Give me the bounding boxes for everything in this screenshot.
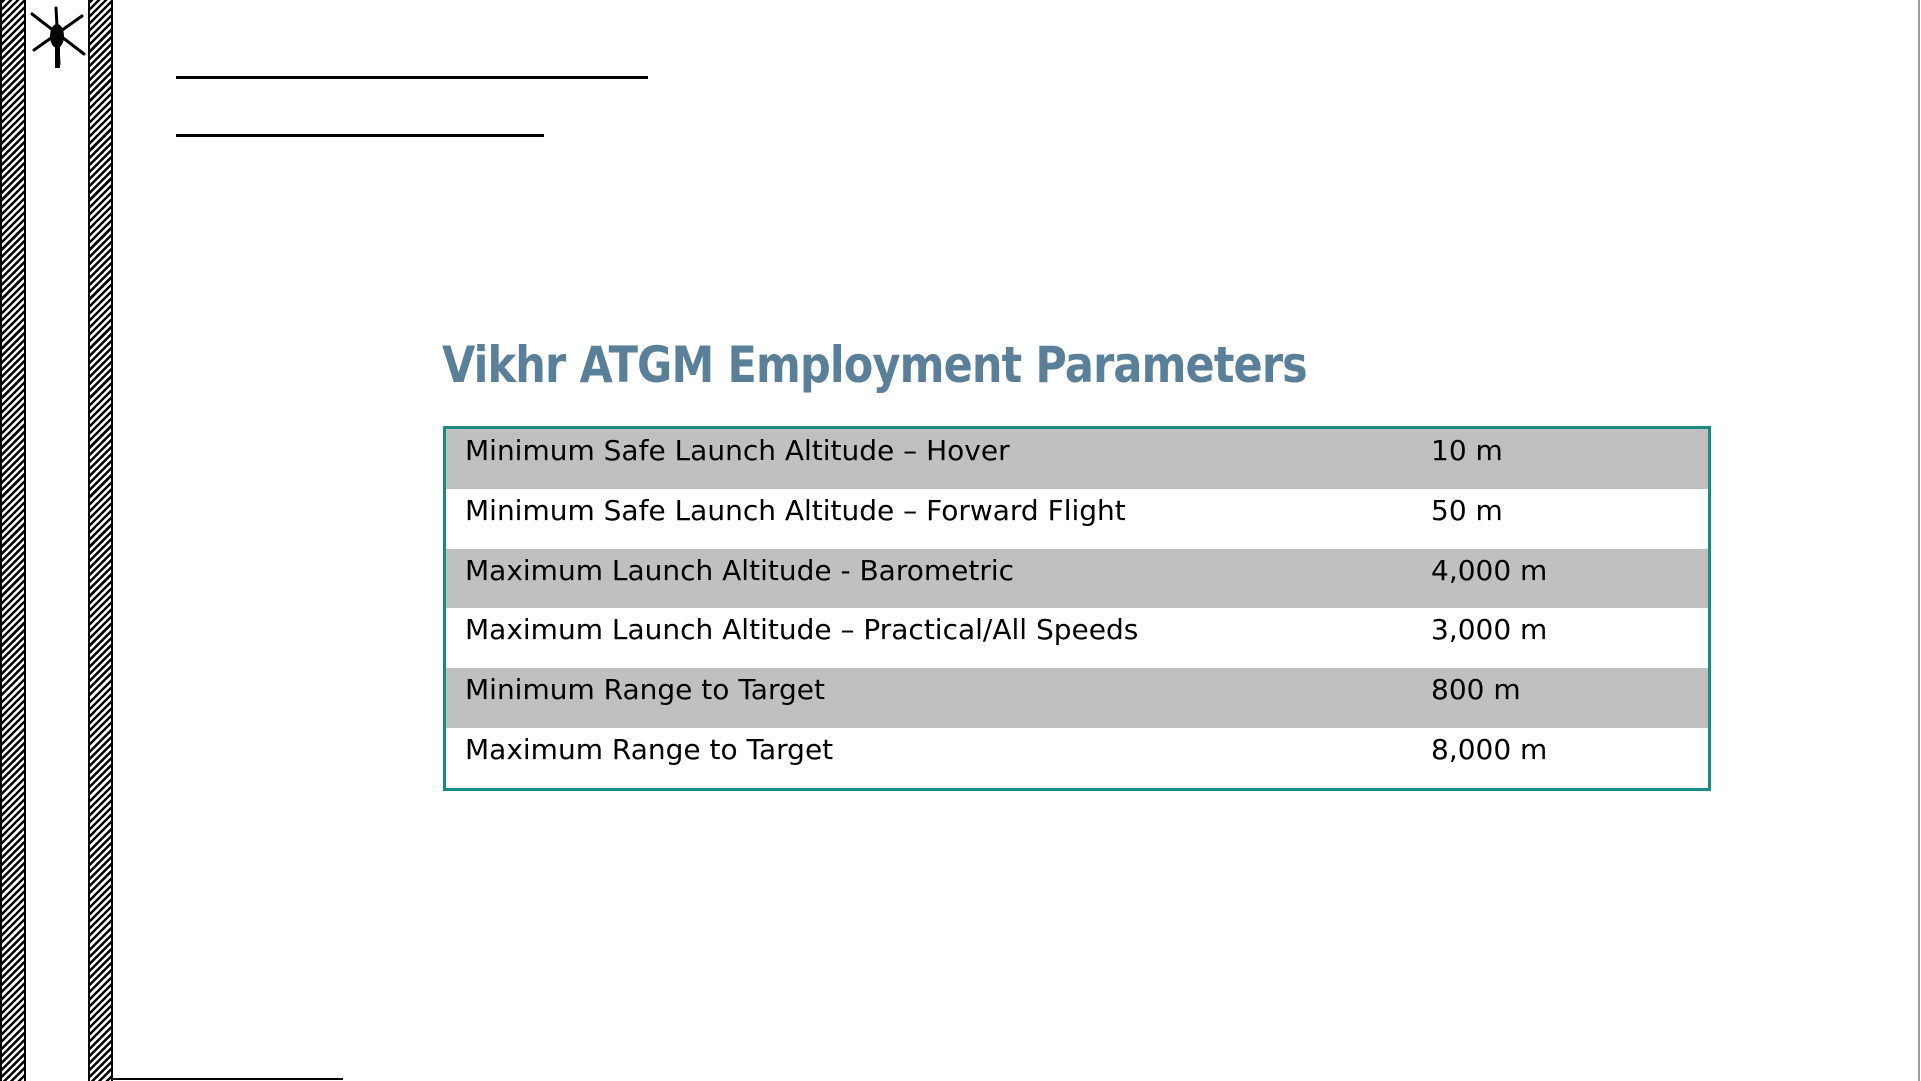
parameter-cell: Minimum Range to Target [465, 673, 825, 707]
slide-bottom-edge [113, 1078, 343, 1080]
header-rule-top [176, 76, 648, 79]
value-cell: 10 m [1431, 434, 1503, 467]
slide-title: Vikhr ATGM Employment Parameters [442, 336, 1308, 394]
slide-right-edge [1918, 0, 1920, 1081]
right-hatched-border [88, 0, 113, 1081]
parameters-table: Minimum Safe Launch Altitude – Hover 10 … [443, 426, 1711, 791]
parameter-cell: Maximum Range to Target [465, 732, 834, 766]
value-cell: 800 m [1431, 673, 1521, 707]
table-row: Minimum Range to Target 800 m [446, 668, 1708, 728]
parameter-cell: Minimum Safe Launch Altitude – Forward F… [465, 493, 1126, 527]
helicopter-silhouette-icon [30, 6, 86, 68]
parameter-cell: Maximum Launch Altitude - Barometric [465, 553, 1015, 587]
table-row: Maximum Launch Altitude – Practical/All … [446, 608, 1708, 668]
header-rule-bottom [176, 134, 544, 137]
table-row: Minimum Safe Launch Altitude – Hover 10 … [446, 429, 1708, 489]
left-hatched-border [0, 0, 26, 1081]
parameter-cell: Maximum Launch Altitude – Practical/All … [465, 613, 1139, 647]
table-row: Maximum Launch Altitude - Barometric 4,0… [446, 548, 1708, 609]
value-cell: 8,000 m [1431, 732, 1548, 766]
value-cell: 4,000 m [1431, 553, 1548, 587]
value-cell: 50 m [1431, 493, 1503, 527]
value-cell: 3,000 m [1431, 613, 1548, 647]
table-row: Maximum Range to Target 8,000 m [446, 728, 1708, 788]
table-row: Minimum Safe Launch Altitude – Forward F… [446, 489, 1708, 549]
parameter-cell: Minimum Safe Launch Altitude – Hover [465, 434, 1010, 467]
